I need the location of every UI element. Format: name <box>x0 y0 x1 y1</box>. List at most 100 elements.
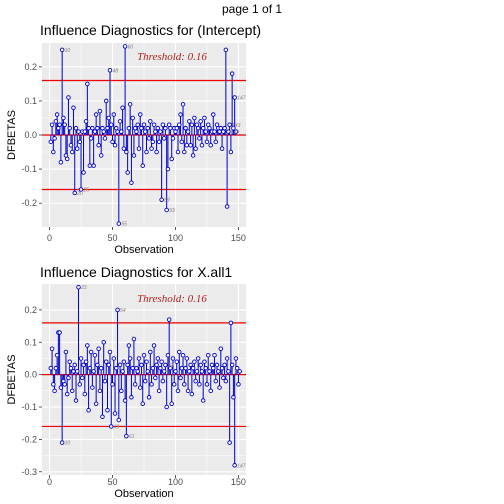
threshold-label: Threshold: 0.16 <box>137 293 207 305</box>
dfbetas-point <box>59 386 63 390</box>
dfbetas-point <box>166 353 170 357</box>
y-tick-label: 0.0 <box>24 370 37 380</box>
dfbetas-point <box>147 396 151 400</box>
dfbetas-point <box>225 357 229 361</box>
dfbetas-point <box>162 370 166 374</box>
dfbetas-point <box>53 389 57 393</box>
dfbetas-point <box>68 360 72 364</box>
dfbetas-point <box>86 344 90 348</box>
dfbetas-point <box>177 350 181 354</box>
dfbetas-point <box>88 366 92 370</box>
dfbetas-point <box>224 379 228 383</box>
dfbetas-point <box>198 383 202 387</box>
dfbetas-point <box>220 366 224 370</box>
y-tick-label: 0.2 <box>24 305 37 315</box>
dfbetas-point <box>98 389 102 393</box>
dfbetas-point <box>234 357 238 361</box>
dfbetas-point <box>228 441 232 445</box>
dfbetas-point <box>171 357 175 361</box>
dfbetas-point <box>118 363 122 367</box>
dfbetas-point <box>205 383 209 387</box>
dfbetas-point <box>184 366 188 370</box>
dfbetas-point <box>193 360 197 364</box>
dfbetas-point <box>109 425 113 429</box>
dfbetas-point <box>102 340 106 344</box>
dfbetas-point <box>91 386 95 390</box>
dfbetas-point <box>189 363 193 367</box>
dfbetas-point <box>50 347 54 351</box>
y-axis-label: DFBETAS <box>6 355 18 405</box>
dfbetas-point <box>232 396 236 400</box>
dfbetas-point <box>185 357 189 361</box>
dfbetas-point <box>199 363 203 367</box>
point-label: 61 <box>129 434 135 440</box>
dfbetas-point <box>123 399 127 403</box>
dfbetas-point <box>145 360 149 364</box>
dfbetas-point <box>55 353 59 357</box>
dfbetas-point <box>54 366 58 370</box>
dfbetas-point <box>186 389 190 393</box>
dfbetas-point <box>233 463 237 467</box>
dfbetas-point <box>164 363 168 367</box>
dfbetas-point <box>69 366 73 370</box>
point-label: 54 <box>120 308 126 314</box>
dfbetas-point <box>157 389 161 393</box>
dfbetas-point <box>204 366 208 370</box>
dfbetas-point <box>75 370 79 374</box>
dfbetas-point <box>83 392 87 396</box>
dfbetas-point <box>82 363 86 367</box>
dfbetas-point <box>111 383 115 387</box>
dfbetas-point <box>138 386 142 390</box>
dfbetas-point <box>136 370 140 374</box>
dfbetas-point <box>143 379 147 383</box>
dfbetas-point <box>133 383 137 387</box>
dfbetas-point <box>77 285 81 289</box>
dfbetas-point <box>170 402 174 406</box>
dfbetas-point <box>101 415 105 419</box>
point-label: 49 <box>114 424 120 430</box>
dfbetas-point <box>152 344 156 348</box>
dfbetas-point <box>130 396 134 400</box>
dfbetas-point <box>96 363 100 367</box>
dfbetas-point <box>99 366 103 370</box>
dfbetas-point <box>74 399 78 403</box>
dfbetas-point <box>63 383 67 387</box>
dfbetas-point <box>188 370 192 374</box>
dfbetas-point <box>79 357 83 361</box>
dfbetas-point <box>97 347 101 351</box>
dfbetas-point <box>128 357 132 361</box>
dfbetas-point <box>219 347 223 351</box>
x-tick-label: 0 <box>47 477 52 487</box>
dfbetas-point <box>181 353 185 357</box>
dfbetas-point <box>140 363 144 367</box>
dfbetas-point <box>237 383 241 387</box>
y-tick-label: 0.1 <box>24 337 37 347</box>
dfbetas-point <box>142 353 146 357</box>
chart-title: Influence Diagnostics for X.all1 <box>40 264 232 280</box>
dfbetas-point <box>58 331 62 335</box>
dfbetas-point <box>161 379 165 383</box>
dfbetas-point <box>165 405 169 409</box>
dfbetas-point <box>106 408 110 412</box>
dfbetas-point <box>60 441 64 445</box>
dfbetas-point <box>190 392 194 396</box>
dfbetas-point <box>155 363 159 367</box>
dfbetas-point <box>78 383 82 387</box>
dfbetas-point <box>213 353 217 357</box>
dfbetas-point <box>167 318 171 322</box>
dfbetas-point <box>146 370 150 374</box>
point-label: 23 <box>80 285 87 291</box>
y-tick-label: -0.1 <box>21 402 37 412</box>
dfbetas-point <box>174 370 178 374</box>
dfbetas-point <box>156 357 160 361</box>
dfbetas-point <box>126 363 130 367</box>
y-tick-label: -0.2 <box>21 434 37 444</box>
dfbetas-point <box>84 360 88 364</box>
dfbetas-point <box>112 357 116 361</box>
dfbetas-point <box>179 376 183 380</box>
dfbetas-point <box>194 379 198 383</box>
point-label: 147 <box>237 463 246 469</box>
dfbetas-point <box>89 350 93 354</box>
dfbetas-point <box>117 418 121 422</box>
dfbetas-point <box>121 370 125 374</box>
